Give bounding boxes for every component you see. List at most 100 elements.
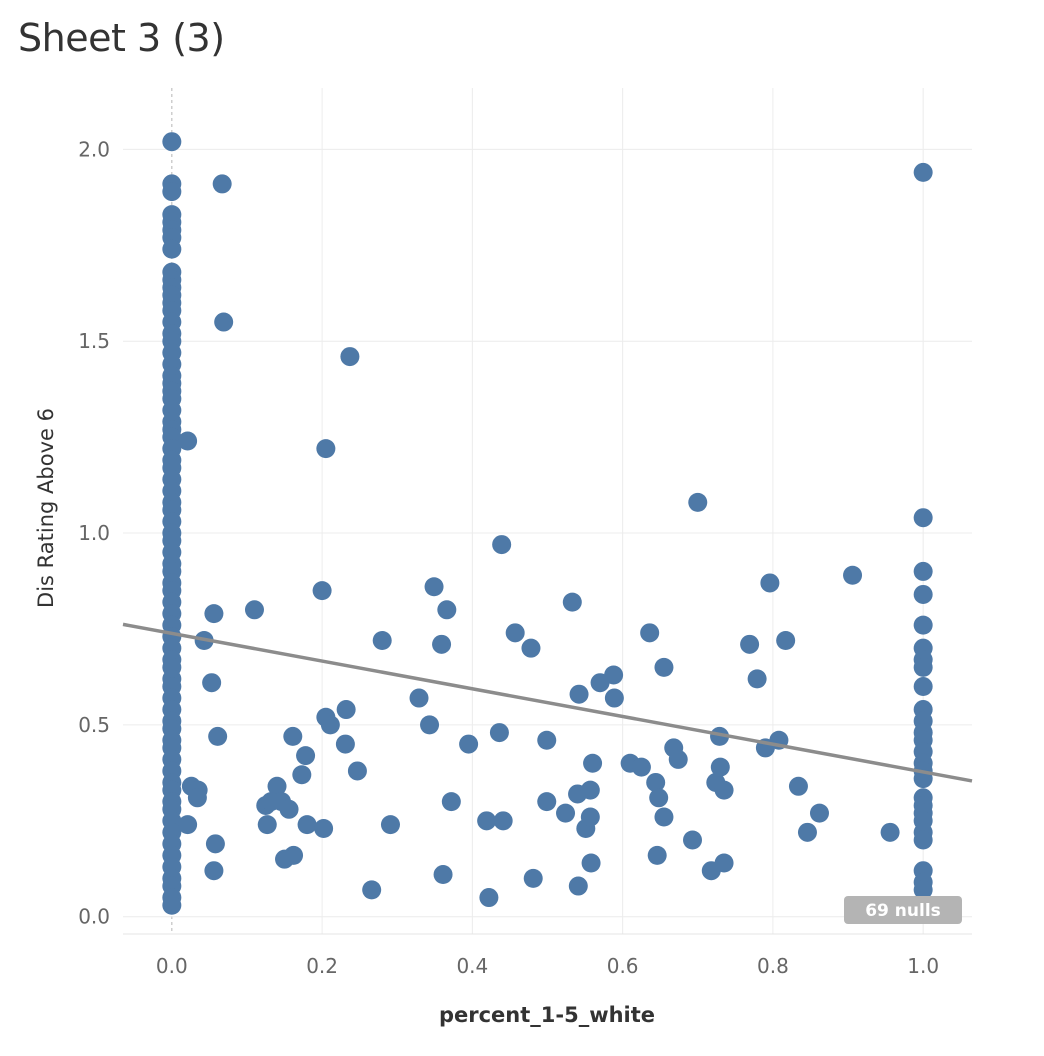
data-point[interactable] bbox=[747, 669, 767, 689]
data-point[interactable] bbox=[913, 584, 933, 604]
data-point[interactable] bbox=[489, 723, 509, 743]
points-layer[interactable] bbox=[162, 132, 933, 915]
data-point[interactable] bbox=[740, 634, 760, 654]
data-point[interactable] bbox=[521, 638, 541, 658]
data-point[interactable] bbox=[569, 684, 589, 704]
data-point[interactable] bbox=[162, 239, 182, 259]
data-point[interactable] bbox=[314, 818, 334, 838]
data-point[interactable] bbox=[683, 830, 703, 850]
data-point[interactable] bbox=[710, 726, 730, 746]
data-point[interactable] bbox=[797, 822, 817, 842]
data-point[interactable] bbox=[580, 807, 600, 827]
data-point[interactable] bbox=[492, 535, 512, 555]
y-tick-label: 0.5 bbox=[78, 713, 110, 737]
data-point[interactable] bbox=[913, 615, 933, 635]
trend-line[interactable] bbox=[122, 622, 973, 783]
data-point[interactable] bbox=[760, 573, 780, 593]
data-point[interactable] bbox=[380, 815, 400, 835]
data-point[interactable] bbox=[283, 726, 303, 746]
data-point[interactable] bbox=[568, 876, 588, 896]
data-point[interactable] bbox=[275, 849, 295, 869]
data-point[interactable] bbox=[646, 772, 666, 792]
data-point[interactable] bbox=[583, 753, 603, 773]
data-point[interactable] bbox=[631, 757, 651, 777]
data-point[interactable] bbox=[336, 700, 356, 720]
data-point[interactable] bbox=[714, 853, 734, 873]
data-point[interactable] bbox=[347, 761, 367, 781]
data-point[interactable] bbox=[296, 746, 316, 766]
data-point[interactable] bbox=[604, 688, 624, 708]
nulls-indicator[interactable]: 69 nulls bbox=[844, 896, 962, 924]
data-point[interactable] bbox=[372, 630, 392, 650]
data-point[interactable] bbox=[580, 780, 600, 800]
data-point[interactable] bbox=[581, 853, 601, 873]
data-point[interactable] bbox=[279, 799, 299, 819]
data-point[interactable] bbox=[316, 439, 336, 459]
data-point[interactable] bbox=[162, 132, 182, 152]
data-point[interactable] bbox=[208, 726, 228, 746]
data-point[interactable] bbox=[668, 749, 688, 769]
data-point[interactable] bbox=[162, 182, 182, 202]
data-point[interactable] bbox=[809, 803, 829, 823]
data-point[interactable] bbox=[788, 776, 808, 796]
data-point[interactable] bbox=[913, 657, 933, 677]
data-point[interactable] bbox=[913, 677, 933, 697]
data-point[interactable] bbox=[212, 174, 232, 194]
data-point[interactable] bbox=[420, 715, 440, 735]
data-point[interactable] bbox=[459, 734, 479, 754]
data-point[interactable] bbox=[477, 811, 497, 831]
data-point[interactable] bbox=[409, 688, 429, 708]
data-point[interactable] bbox=[437, 600, 457, 620]
data-point[interactable] bbox=[913, 830, 933, 850]
data-point[interactable] bbox=[493, 811, 513, 831]
data-point[interactable] bbox=[654, 807, 674, 827]
data-point[interactable] bbox=[204, 604, 224, 624]
data-point[interactable] bbox=[340, 347, 360, 367]
data-point[interactable] bbox=[913, 561, 933, 581]
data-point[interactable] bbox=[433, 865, 453, 885]
data-point[interactable] bbox=[688, 492, 708, 512]
data-point[interactable] bbox=[202, 673, 222, 693]
data-point[interactable] bbox=[244, 600, 264, 620]
data-point[interactable] bbox=[913, 880, 933, 900]
data-point[interactable] bbox=[604, 665, 624, 685]
data-point[interactable] bbox=[178, 431, 198, 451]
data-point[interactable] bbox=[562, 592, 582, 612]
data-point[interactable] bbox=[649, 788, 669, 808]
data-point[interactable] bbox=[205, 834, 225, 854]
data-point[interactable] bbox=[257, 815, 277, 835]
data-point[interactable] bbox=[187, 788, 207, 808]
data-point[interactable] bbox=[320, 715, 340, 735]
data-point[interactable] bbox=[714, 780, 734, 800]
data-point[interactable] bbox=[292, 765, 312, 785]
data-point[interactable] bbox=[776, 630, 796, 650]
data-point[interactable] bbox=[654, 657, 674, 677]
data-point[interactable] bbox=[556, 803, 576, 823]
data-point[interactable] bbox=[913, 162, 933, 182]
data-point[interactable] bbox=[647, 845, 667, 865]
data-point[interactable] bbox=[441, 792, 461, 812]
data-point[interactable] bbox=[432, 634, 452, 654]
data-point[interactable] bbox=[640, 623, 660, 643]
data-point[interactable] bbox=[214, 312, 234, 332]
data-point[interactable] bbox=[537, 792, 557, 812]
data-point[interactable] bbox=[362, 880, 382, 900]
data-point[interactable] bbox=[335, 734, 355, 754]
data-point[interactable] bbox=[913, 508, 933, 528]
data-point[interactable] bbox=[843, 565, 863, 585]
data-point[interactable] bbox=[523, 868, 543, 888]
data-point[interactable] bbox=[312, 581, 332, 601]
data-point[interactable] bbox=[267, 776, 287, 796]
data-point[interactable] bbox=[479, 888, 499, 908]
data-point[interactable] bbox=[505, 623, 525, 643]
data-point[interactable] bbox=[204, 861, 224, 881]
nulls-badge[interactable] bbox=[844, 896, 962, 924]
data-point[interactable] bbox=[710, 757, 730, 777]
data-point[interactable] bbox=[880, 822, 900, 842]
data-point[interactable] bbox=[537, 730, 557, 750]
data-point[interactable] bbox=[178, 815, 198, 835]
data-point[interactable] bbox=[297, 815, 317, 835]
data-point[interactable] bbox=[424, 577, 444, 597]
data-point[interactable] bbox=[162, 895, 182, 915]
